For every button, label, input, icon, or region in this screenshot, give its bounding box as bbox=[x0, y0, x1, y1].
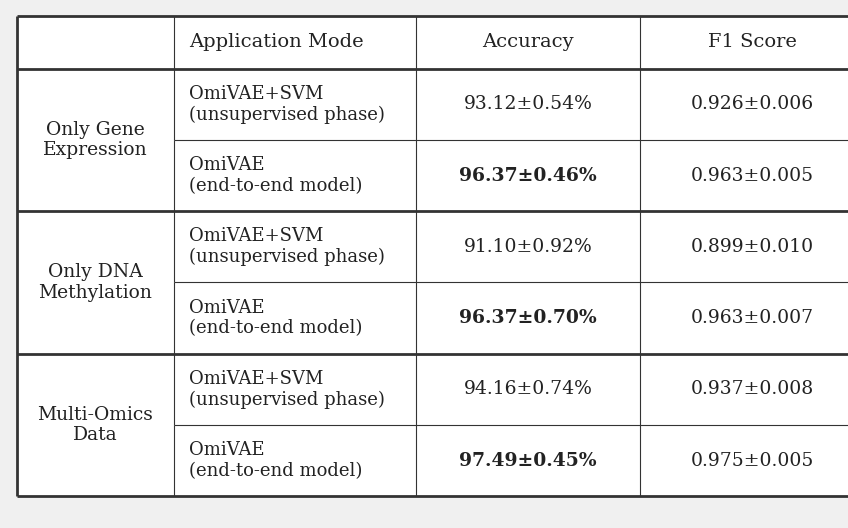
Text: Application Mode: Application Mode bbox=[189, 33, 364, 51]
Text: OmiVAE+SVM
(unsupervised phase): OmiVAE+SVM (unsupervised phase) bbox=[189, 84, 385, 124]
Text: 96.37±0.46%: 96.37±0.46% bbox=[459, 166, 597, 185]
Text: 96.37±0.70%: 96.37±0.70% bbox=[459, 309, 597, 327]
Text: 0.963±0.007: 0.963±0.007 bbox=[691, 309, 814, 327]
Text: 0.975±0.005: 0.975±0.005 bbox=[691, 451, 814, 470]
Text: 94.16±0.74%: 94.16±0.74% bbox=[464, 380, 592, 399]
Text: 0.937±0.008: 0.937±0.008 bbox=[691, 380, 814, 399]
Text: 91.10±0.92%: 91.10±0.92% bbox=[464, 238, 592, 256]
Text: OmiVAE+SVM
(unsupervised phase): OmiVAE+SVM (unsupervised phase) bbox=[189, 370, 385, 409]
Text: OmiVAE
(end-to-end model): OmiVAE (end-to-end model) bbox=[189, 441, 362, 480]
Text: Only Gene
Expression: Only Gene Expression bbox=[43, 120, 148, 159]
Text: OmiVAE
(end-to-end model): OmiVAE (end-to-end model) bbox=[189, 299, 362, 337]
Text: 0.899±0.010: 0.899±0.010 bbox=[691, 238, 814, 256]
Text: OmiVAE+SVM
(unsupervised phase): OmiVAE+SVM (unsupervised phase) bbox=[189, 227, 385, 267]
Text: 0.926±0.006: 0.926±0.006 bbox=[691, 95, 814, 114]
Text: 93.12±0.54%: 93.12±0.54% bbox=[464, 95, 592, 114]
Text: Multi-Omics
Data: Multi-Omics Data bbox=[37, 406, 153, 445]
Text: Only DNA
Methylation: Only DNA Methylation bbox=[38, 263, 153, 302]
Text: 0.963±0.005: 0.963±0.005 bbox=[691, 166, 814, 185]
Text: F1 Score: F1 Score bbox=[708, 33, 797, 51]
Text: OmiVAE
(end-to-end model): OmiVAE (end-to-end model) bbox=[189, 156, 362, 195]
Text: 97.49±0.45%: 97.49±0.45% bbox=[459, 451, 597, 470]
Text: Accuracy: Accuracy bbox=[482, 33, 574, 51]
FancyBboxPatch shape bbox=[17, 16, 848, 496]
